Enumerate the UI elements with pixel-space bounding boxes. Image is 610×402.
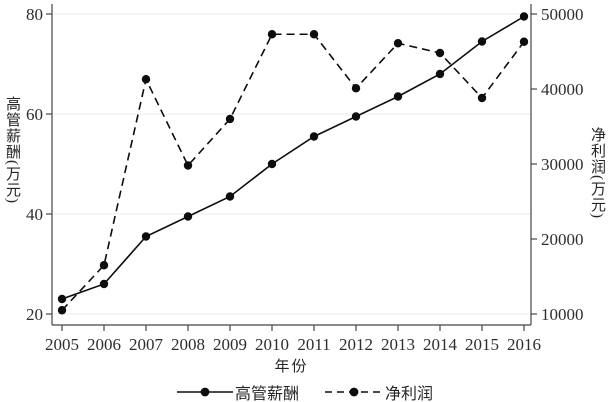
dashed-line-dot-icon [325, 387, 383, 397]
data-point-marker [225, 114, 235, 124]
data-point-marker [99, 279, 109, 289]
data-point-marker [435, 69, 445, 79]
left-tick-label: 60 [26, 105, 43, 124]
left-tick-label: 80 [26, 5, 43, 24]
x-tick-label: 2005 [45, 335, 79, 354]
data-point-marker [351, 112, 361, 121]
x-tick-label: 2011 [297, 335, 330, 354]
x-tick-label: 2015 [465, 335, 499, 354]
legend-item-net-profit: 净利润 [325, 380, 433, 402]
legend-label-net-profit: 净利润 [385, 386, 434, 402]
y-right-axis-title: 净利润(万元) [589, 127, 605, 219]
data-point-marker [477, 93, 487, 103]
x-tick-label: 2012 [339, 335, 373, 354]
x-tick-label: 2006 [87, 335, 121, 354]
x-tick-label: 2014 [423, 335, 458, 354]
right-tick-label: 20000 [541, 230, 584, 249]
x-tick-label: 2010 [255, 335, 289, 354]
data-point-marker [477, 37, 487, 46]
data-point-marker [393, 39, 403, 48]
left-tick-label: 40 [26, 205, 43, 224]
series-line-dashed [61, 33, 525, 311]
solid-line-dot-icon [176, 387, 233, 397]
legend: 高管薪酬 净利润 [0, 380, 610, 402]
data-point-marker [57, 294, 67, 304]
data-point-marker [351, 84, 361, 93]
right-tick-label: 40000 [541, 80, 584, 99]
x-tick-label: 2016 [507, 335, 541, 354]
series-line-solid [61, 15, 525, 300]
data-point-marker [183, 161, 193, 170]
right-tick-label: 10000 [541, 305, 584, 324]
x-axis-title: 年份 [274, 359, 309, 375]
data-point-marker [267, 159, 277, 169]
data-point-marker [309, 132, 319, 141]
data-point-marker [99, 261, 109, 270]
data-point-marker [267, 30, 277, 39]
data-point-marker [435, 48, 445, 58]
x-tick-label: 2013 [381, 335, 415, 354]
legend-item-exec-compensation: 高管薪酬 [176, 380, 299, 402]
x-tick-label: 2008 [171, 335, 205, 354]
data-point-marker [57, 306, 67, 315]
data-point-marker [519, 37, 529, 46]
data-point-marker [393, 92, 403, 101]
left-tick-label: 20 [26, 305, 43, 324]
legend-label-exec-compensation: 高管薪酬 [234, 386, 299, 402]
y-left-axis-title: 高管薪酬(万元) [4, 96, 20, 204]
right-tick-label: 50000 [541, 5, 584, 24]
data-point-marker [183, 212, 193, 221]
data-point-marker [225, 192, 235, 201]
x-tick-label: 2007 [129, 335, 164, 354]
data-point-marker [309, 30, 319, 39]
right-tick-label: 30000 [541, 155, 584, 174]
data-point-marker [141, 75, 151, 84]
data-point-marker [519, 12, 529, 21]
data-point-marker [141, 232, 151, 241]
x-tick-label: 2009 [213, 335, 247, 354]
